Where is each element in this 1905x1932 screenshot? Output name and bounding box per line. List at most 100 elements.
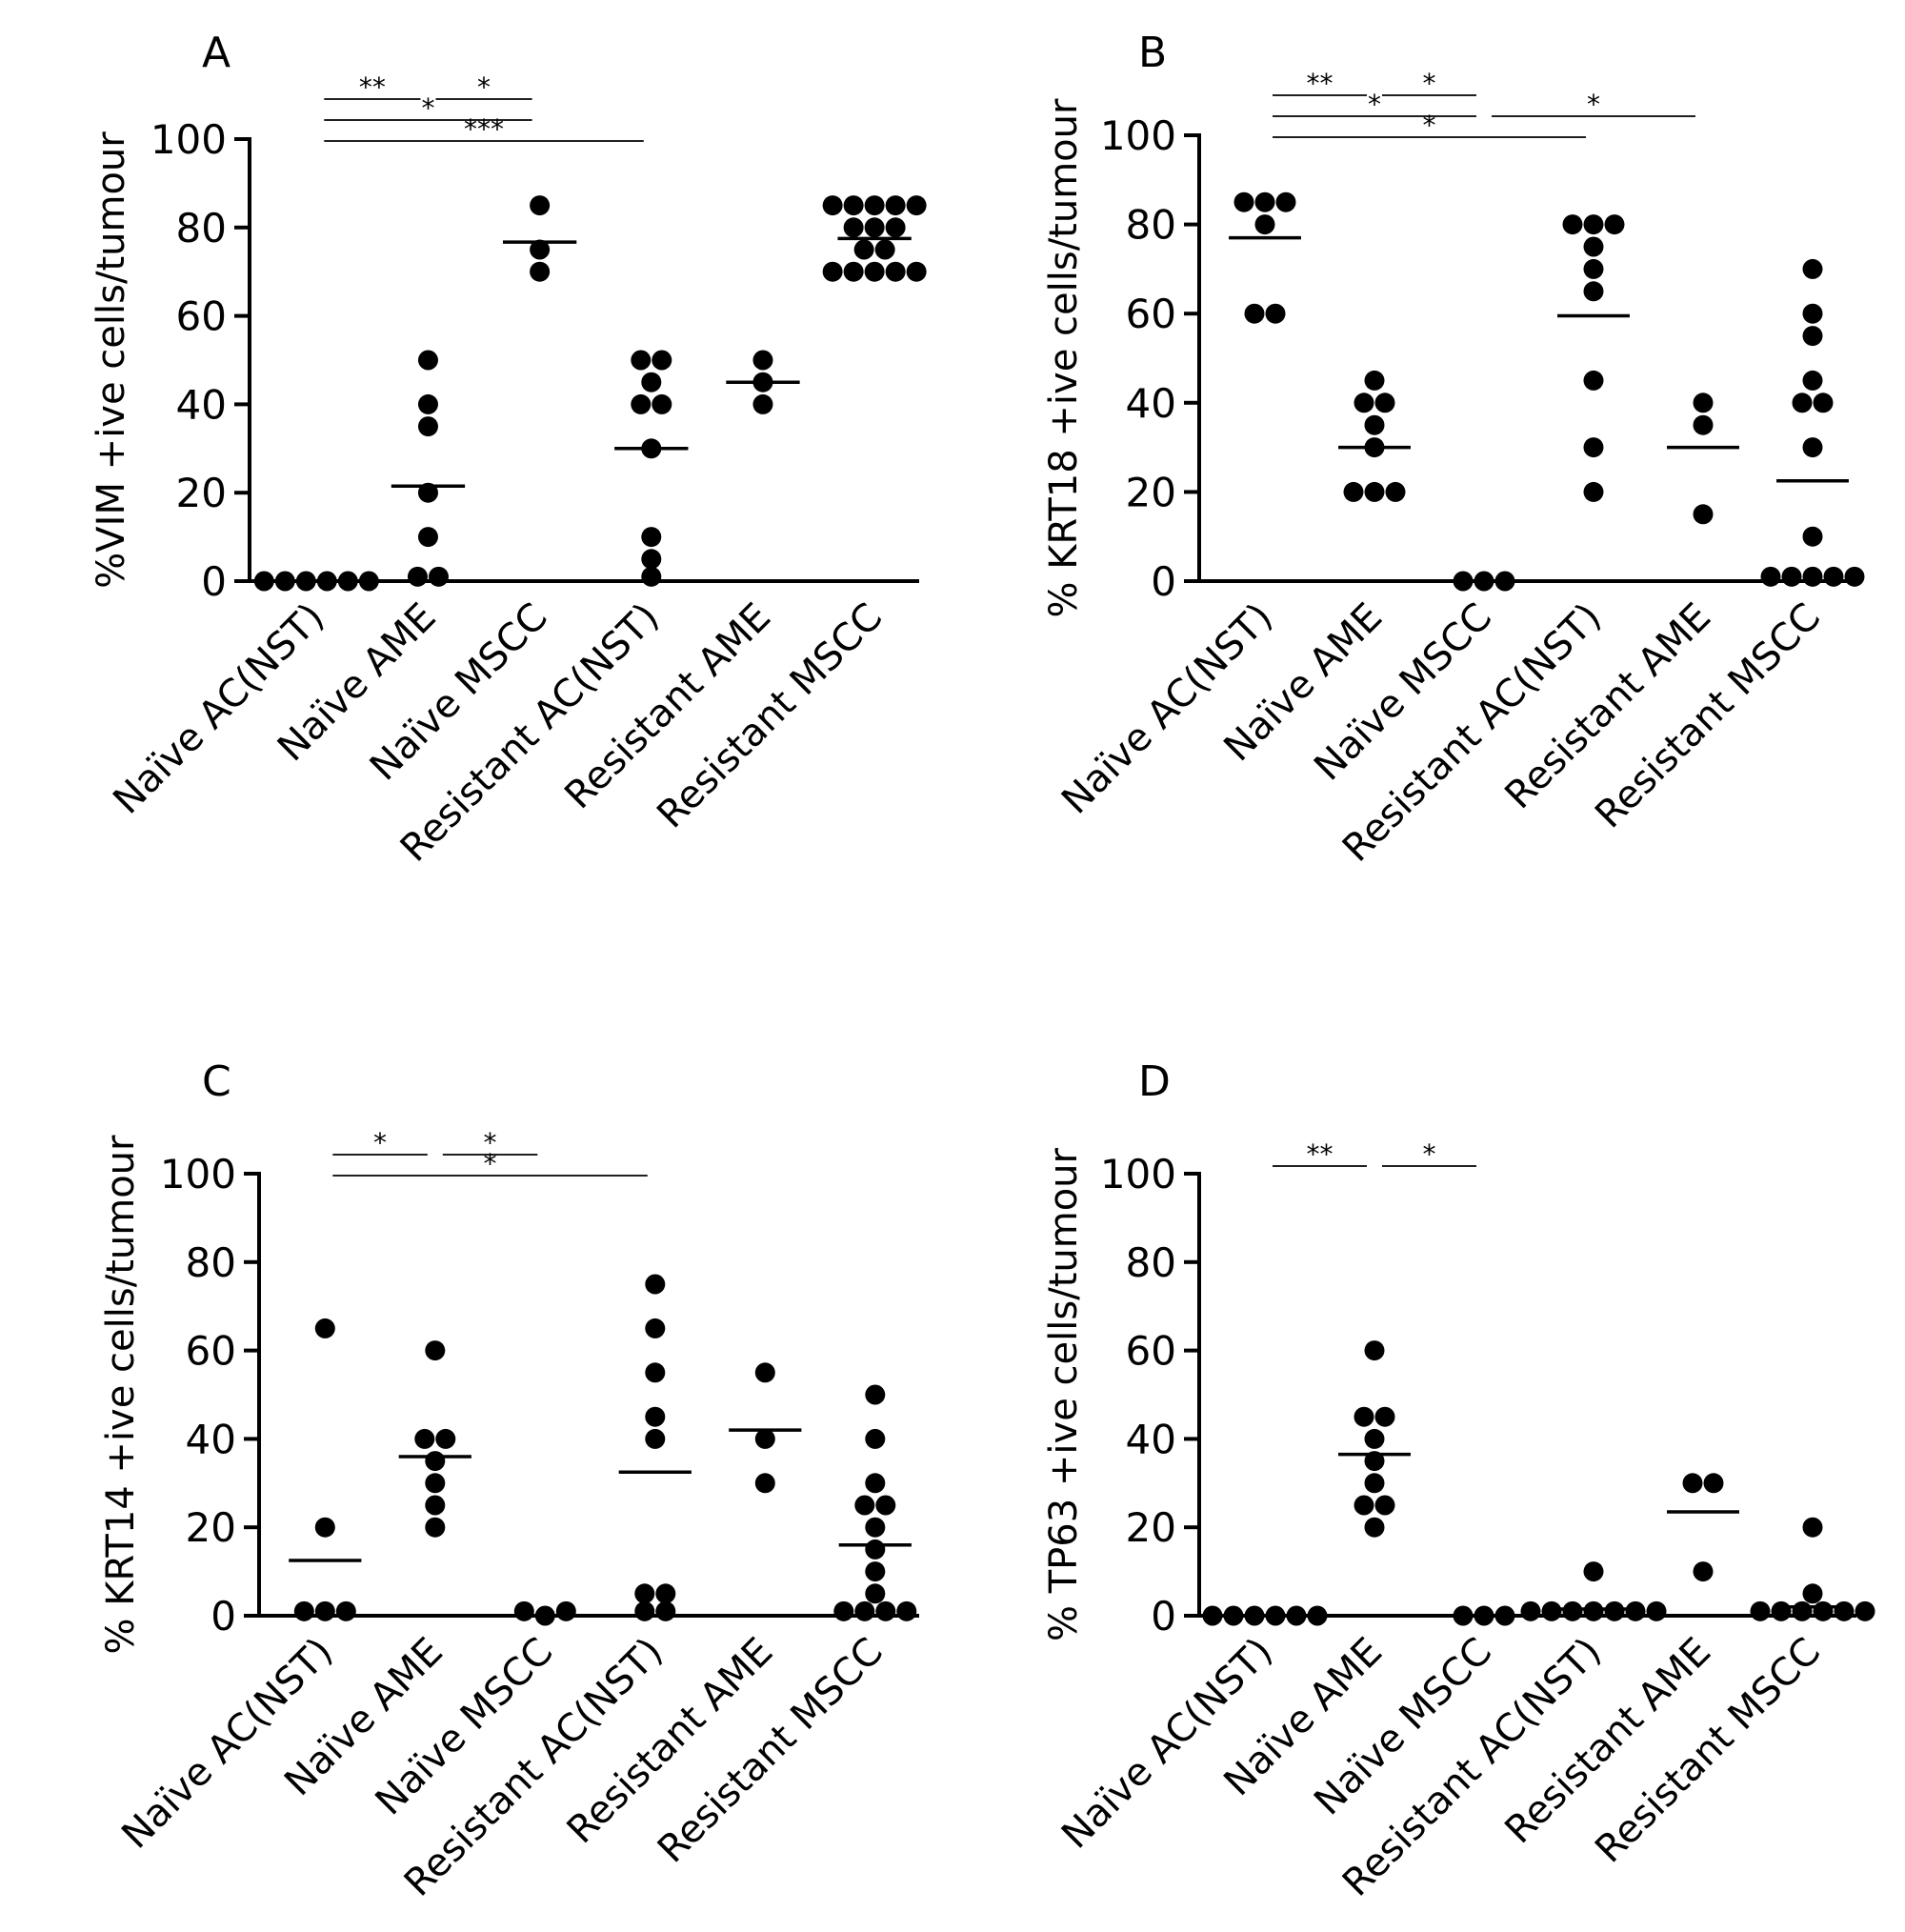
- dot: [1354, 1406, 1374, 1427]
- y-tick-label: 40: [186, 1416, 236, 1462]
- dot: [1583, 1561, 1604, 1582]
- dot: [530, 239, 551, 260]
- dot: [906, 195, 927, 216]
- dot: [1625, 1600, 1646, 1621]
- dot: [1374, 1495, 1395, 1516]
- dot: [1520, 1600, 1541, 1621]
- dot: [1562, 1600, 1583, 1621]
- dot: [425, 1340, 446, 1361]
- dot: [822, 195, 843, 216]
- x-tick-label: Resistant AME: [556, 595, 779, 818]
- dot: [645, 1406, 666, 1427]
- y-tick-label: 60: [1126, 1328, 1176, 1375]
- dot: [1541, 1600, 1562, 1621]
- dot: [1693, 414, 1714, 435]
- dot: [407, 566, 428, 587]
- panel-label: B: [1138, 29, 1167, 77]
- dot: [1802, 370, 1823, 391]
- dot: [1760, 566, 1781, 587]
- dot: [1374, 392, 1395, 413]
- dot: [641, 566, 662, 587]
- dot: [417, 350, 438, 371]
- y-tick-label: 40: [1126, 1416, 1176, 1462]
- dot: [1604, 214, 1625, 235]
- dot: [425, 1473, 446, 1494]
- dot: [1354, 1495, 1374, 1516]
- dot: [1834, 1600, 1855, 1621]
- dot: [1364, 1517, 1385, 1538]
- y-tick-label: 100: [1100, 112, 1176, 159]
- significance-label: *: [484, 1127, 497, 1158]
- dot: [1583, 214, 1604, 235]
- y-tick-label: 20: [1126, 1504, 1176, 1551]
- dot: [885, 261, 906, 282]
- dot: [425, 1451, 446, 1472]
- y-tick-label: 0: [211, 1593, 236, 1640]
- dot: [754, 1428, 775, 1449]
- dot: [1254, 191, 1275, 212]
- dot: [864, 261, 885, 282]
- dot: [854, 1600, 875, 1621]
- dot: [1233, 191, 1254, 212]
- dot: [875, 1495, 896, 1516]
- dot: [417, 393, 438, 414]
- dot: [1813, 392, 1834, 413]
- dot: [1855, 1600, 1875, 1621]
- significance-label: *: [1423, 68, 1436, 99]
- dot: [754, 1362, 775, 1383]
- dot: [1802, 526, 1823, 547]
- dot: [885, 195, 906, 216]
- y-tick-label: 0: [201, 558, 227, 605]
- dot: [631, 393, 652, 414]
- y-tick-label: 60: [1126, 291, 1176, 337]
- dot: [865, 1517, 886, 1538]
- dot: [833, 1600, 854, 1621]
- dot: [634, 1583, 655, 1604]
- dot: [1802, 437, 1823, 458]
- dot: [1802, 566, 1823, 587]
- dot: [645, 1428, 666, 1449]
- significance-label: **: [1307, 1138, 1334, 1170]
- dot: [843, 195, 864, 216]
- dot: [1244, 303, 1265, 324]
- dot: [634, 1600, 655, 1621]
- dot: [1343, 481, 1364, 502]
- significance-label: *: [477, 71, 491, 103]
- dot: [1275, 191, 1296, 212]
- dot: [555, 1600, 576, 1621]
- dot: [641, 527, 662, 548]
- dot: [314, 1517, 335, 1538]
- significance-label: *: [1368, 89, 1381, 120]
- dot: [314, 1600, 335, 1621]
- dot: [1802, 1517, 1823, 1538]
- dot: [1354, 392, 1374, 413]
- dot: [314, 1318, 335, 1338]
- dot: [435, 1428, 456, 1449]
- dot: [1703, 1473, 1724, 1494]
- dot: [293, 1600, 314, 1621]
- dot: [1364, 1473, 1385, 1494]
- dot: [1562, 214, 1583, 235]
- dot: [752, 393, 773, 414]
- dot: [865, 1384, 886, 1405]
- dot: [428, 566, 449, 587]
- dot: [754, 1473, 775, 1494]
- dot: [1813, 1600, 1834, 1621]
- dot: [752, 350, 773, 371]
- dot: [1385, 481, 1406, 502]
- dot: [1646, 1600, 1667, 1621]
- dot: [1693, 1561, 1714, 1582]
- dot: [1583, 1600, 1604, 1621]
- dot: [253, 571, 274, 592]
- dot: [1802, 303, 1823, 324]
- dot: [358, 571, 379, 592]
- dot: [1792, 392, 1813, 413]
- dot: [417, 416, 438, 437]
- dot: [865, 1561, 886, 1582]
- y-tick-label: 100: [150, 116, 227, 163]
- significance-label: *: [421, 92, 434, 124]
